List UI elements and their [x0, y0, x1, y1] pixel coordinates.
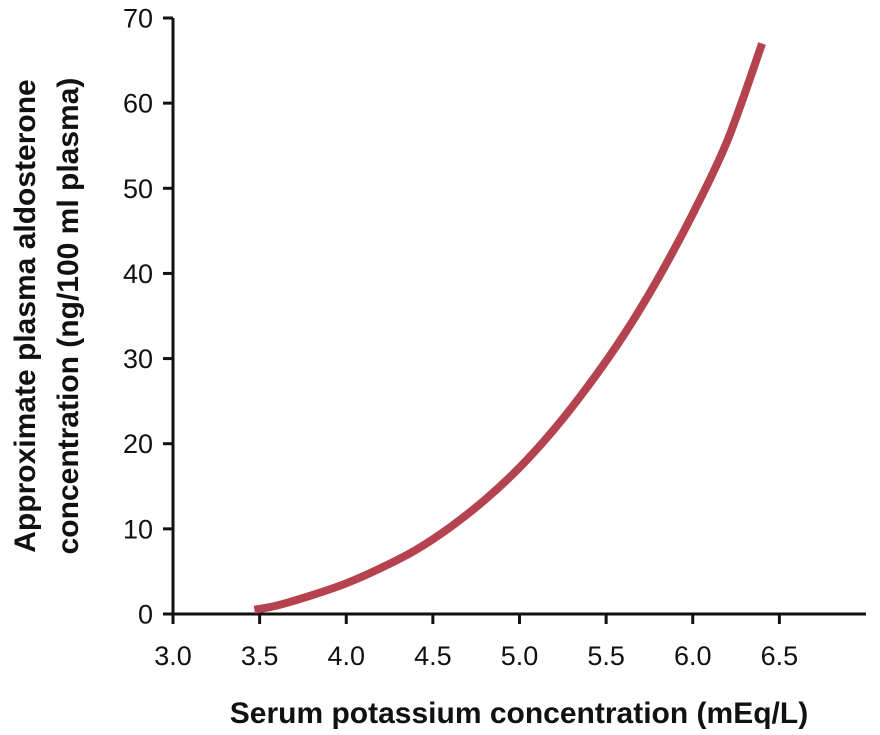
y-tick-label: 70	[123, 4, 153, 34]
x-tick-label: 5.0	[501, 641, 539, 671]
y-tick-label: 0	[138, 600, 153, 630]
axes	[171, 18, 866, 616]
y-tick-label: 20	[123, 429, 153, 459]
x-tick-label: 3.0	[154, 641, 192, 671]
y-ticks: 0 10 20 30 40 50 60 70	[123, 4, 173, 630]
x-tick-label: 6.5	[761, 641, 799, 671]
series-layer	[253, 42, 766, 614]
y-tick-label: 50	[123, 174, 153, 204]
y-axis-title-line-2: concentration (ng/100 ml plasma)	[52, 78, 85, 555]
x-tick-label: 3.5	[241, 641, 279, 671]
series-line	[253, 42, 766, 614]
y-tick-label: 10	[123, 514, 153, 544]
y-tick-label: 30	[123, 344, 153, 374]
y-tick-label: 60	[123, 89, 153, 119]
y-tick-label: 40	[123, 259, 153, 289]
x-ticks: 3.0 3.5 4.0 4.5 5.0 5.5 6.0 6.5	[154, 614, 798, 671]
y-axis-title-line-1: Approximate plasma aldosterone	[9, 79, 42, 552]
x-axis-title: Serum potassium concentration (mEq/L)	[230, 697, 808, 730]
x-tick-label: 5.5	[587, 641, 625, 671]
x-tick-label: 4.0	[327, 641, 365, 671]
x-tick-label: 6.0	[674, 641, 712, 671]
x-tick-label: 4.5	[414, 641, 452, 671]
